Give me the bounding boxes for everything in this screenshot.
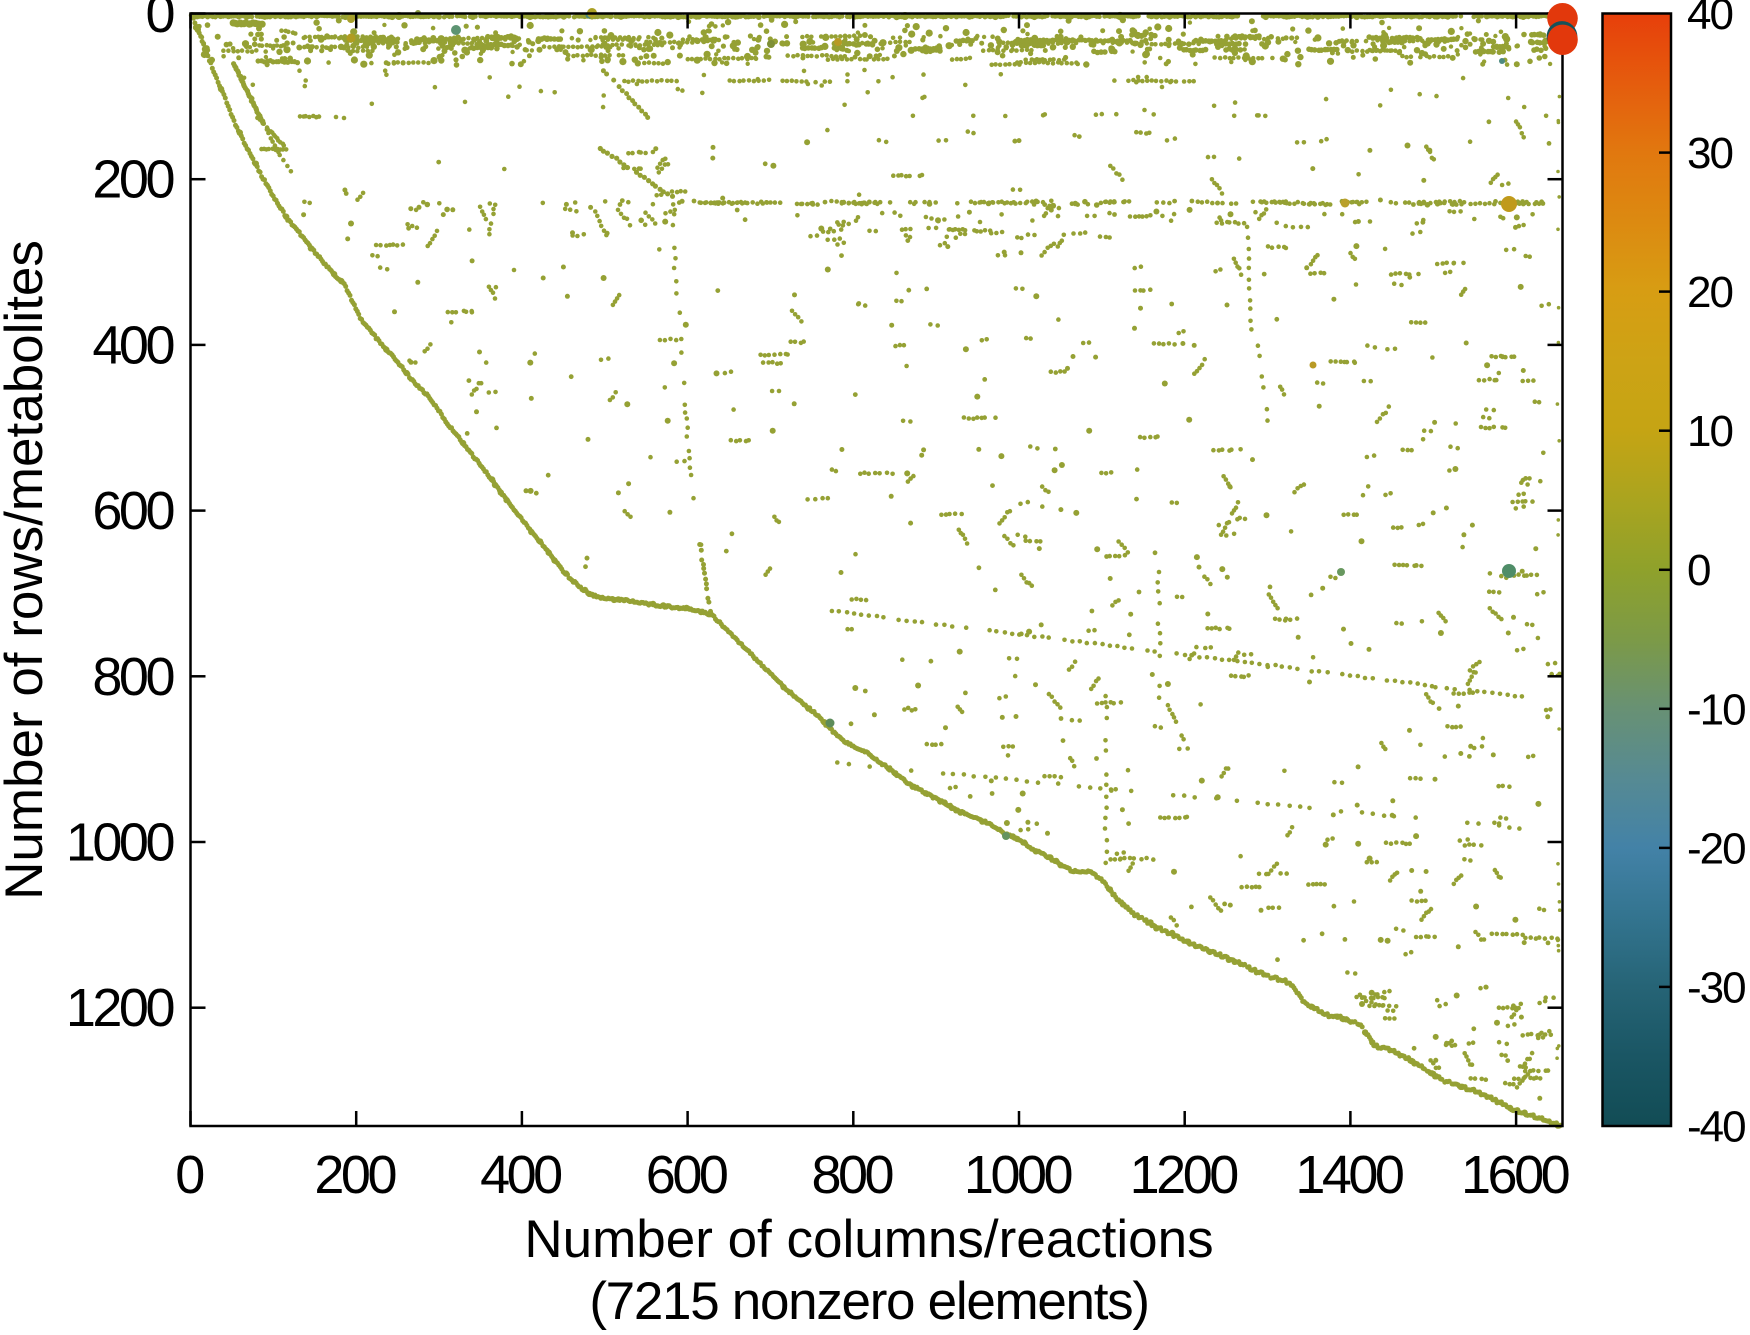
svg-text:1600: 1600 — [1461, 1145, 1569, 1205]
svg-text:-20: -20 — [1687, 824, 1745, 873]
svg-text:-40: -40 — [1687, 1103, 1745, 1152]
svg-text:30: 30 — [1687, 129, 1732, 178]
svg-text:1000: 1000 — [964, 1145, 1072, 1205]
svg-text:Number of columns/reactions: Number of columns/reactions — [524, 1210, 1213, 1269]
svg-text:0: 0 — [175, 1145, 203, 1205]
svg-text:Number of rows/metabolites: Number of rows/metabolites — [0, 240, 54, 900]
svg-text:600: 600 — [92, 481, 173, 541]
svg-text:1000: 1000 — [66, 813, 174, 873]
svg-text:(7215 nonzero elements): (7215 nonzero elements) — [589, 1272, 1148, 1330]
svg-text:400: 400 — [480, 1145, 561, 1205]
svg-text:-10: -10 — [1687, 685, 1745, 734]
svg-text:0: 0 — [1687, 546, 1710, 595]
svg-text:800: 800 — [92, 647, 173, 707]
svg-text:20: 20 — [1687, 268, 1732, 317]
svg-text:200: 200 — [92, 150, 173, 210]
svg-text:10: 10 — [1687, 407, 1732, 456]
svg-text:600: 600 — [646, 1145, 727, 1205]
svg-text:200: 200 — [314, 1145, 395, 1205]
svg-text:0: 0 — [145, 0, 173, 44]
svg-text:800: 800 — [811, 1145, 892, 1205]
svg-text:1200: 1200 — [66, 978, 174, 1038]
svg-text:1200: 1200 — [1130, 1145, 1238, 1205]
svg-text:-30: -30 — [1687, 963, 1745, 1012]
svg-text:1400: 1400 — [1295, 1145, 1403, 1205]
svg-text:40: 40 — [1687, 0, 1732, 39]
svg-text:400: 400 — [92, 315, 173, 375]
